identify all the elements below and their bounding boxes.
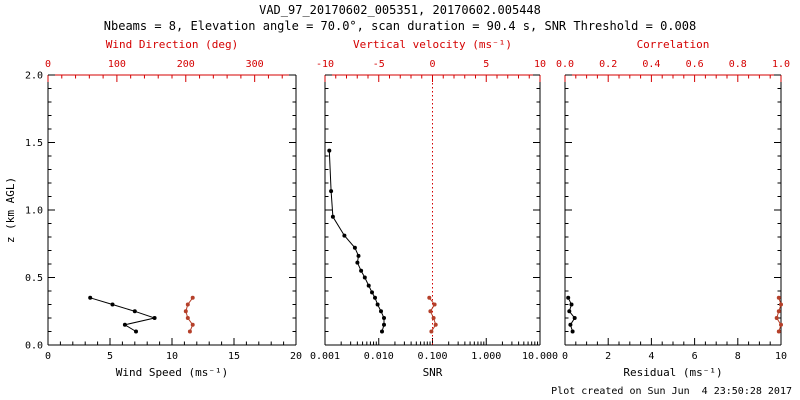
bottom-axis-title: Residual (ms⁻¹) [623,366,722,379]
top-axis-title: Vertical velocity (ms⁻¹) [353,38,512,51]
x-tick-label: 0 [562,351,568,362]
x-tick-label: 4 [648,351,654,362]
plot-title: VAD_97_20170602_005351, 20170602.005448 [259,3,541,17]
series-residual-profile [566,295,577,334]
bottom-axis-title: SNR [423,366,443,379]
y-tick-label: 1.5 [25,138,43,149]
y-tick-label: 0.5 [25,273,43,284]
y-axis-title: z (km AGL) [4,177,17,243]
top-axis-title: Correlation [637,38,710,51]
x-tick-label: 0 [45,351,51,362]
x-tick-label: 1.000 [471,351,501,362]
x-tick-label: 0.100 [417,351,447,362]
panel-snr: 0.001 0.010 0.100 1.000 10.000 SNR -10 -5 0 5 10 Ve… [310,38,558,379]
series-wind-speed [88,295,157,334]
x-tick-label: 5 [107,351,113,362]
x-tick-label: 20 [290,351,302,362]
x-tick-label: 2 [605,351,611,362]
y-tick-label: 0.0 [25,341,43,352]
top-tick-label: 300 [246,59,264,70]
top-tick-label: 0.0 [556,59,574,70]
x-tick-label: 8 [735,351,741,362]
top-axis-title: Wind Direction (deg) [106,38,238,51]
plot-subtitle: Nbeams = 8, Elevation angle = 70.0°, sca… [103,19,697,33]
top-tick-label: 0.6 [686,59,704,70]
series-correlation [774,295,783,334]
series-wind-direction [183,295,195,334]
plot-created-timestamp: Plot created on Sun Jun 4 23:50:28 2017 [551,386,792,397]
top-tick-label: -5 [373,59,385,70]
top-tick-label: 0 [45,59,51,70]
series-snr-profile [327,148,386,334]
top-tick-label: 0.8 [729,59,747,70]
x-tick-label: 10.000 [522,351,558,362]
y-tick-label: 1.0 [25,206,43,217]
top-tick-label: 1.0 [772,59,790,70]
x-tick-label: 10 [775,351,787,362]
top-tick-label: 0.2 [599,59,617,70]
panel-wind: 0 5 10 15 20 Wind Speed (ms⁻¹) 0 100 200 300 Wind … [25,38,302,379]
top-tick-label: 0 [429,59,435,70]
series-vertical-velocity [427,295,438,334]
top-tick-label: -10 [316,59,334,70]
bottom-axis-title: Wind Speed (ms⁻¹) [116,366,229,379]
x-tick-label: 15 [228,351,240,362]
x-tick-label: 0.010 [364,351,394,362]
x-tick-label: 0.001 [310,351,340,362]
top-tick-label: 0.4 [642,59,660,70]
top-tick-label: 100 [108,59,126,70]
x-tick-label: 6 [692,351,698,362]
panel-residual: 0 2 4 6 8 10 Residual (ms⁻¹) 0.0 0.2 0.4 0.6 0.8 1.0… [556,38,790,379]
top-tick-label: 200 [177,59,195,70]
x-tick-label: 10 [166,351,178,362]
top-tick-label: 5 [483,59,489,70]
top-tick-label: 10 [534,59,546,70]
y-tick-label: 2.0 [25,71,43,82]
